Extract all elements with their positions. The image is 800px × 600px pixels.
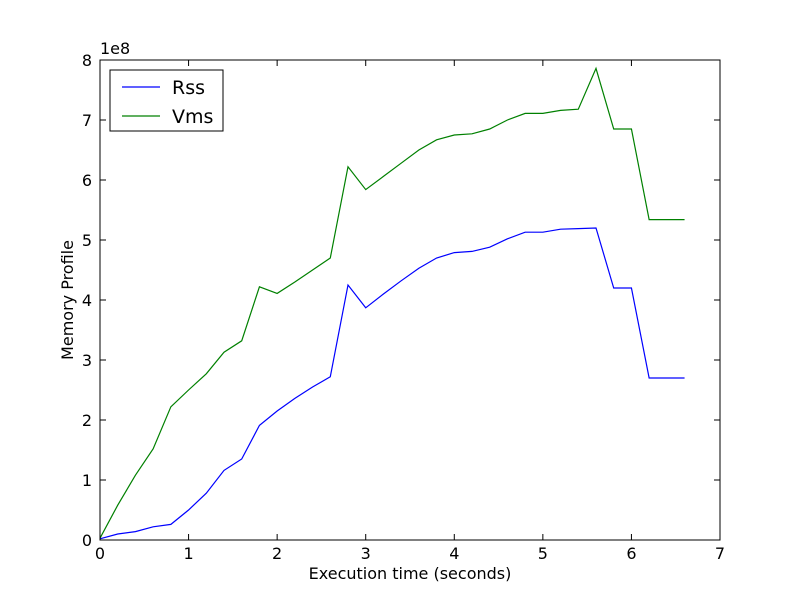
y-tick-label: 3 [82,351,92,370]
x-axis-label: Execution time (seconds) [309,564,512,583]
y-tick-label: 1 [82,471,92,490]
x-tick-label: 1 [183,544,193,563]
plot-frame [99,59,721,541]
legend: Rss Vms [109,69,224,132]
series-layer [99,66,685,540]
x-tick-label: 6 [626,544,636,563]
series-line-vms [99,66,685,539]
y-tick-label: 8 [82,51,92,70]
x-tick-label: 2 [272,544,282,563]
x-tick-label: 7 [715,544,725,563]
x-tick-label: 5 [538,544,548,563]
legend-label-rss: Rss [172,77,205,99]
series-line-rss [99,227,685,540]
x-tick-label: 4 [449,544,459,563]
x-tick-label: 0 [95,544,105,563]
y-tick-label: 5 [82,231,92,250]
y-tick-label: 0 [82,531,92,550]
legend-box [109,69,224,132]
y-tick-label: 2 [82,411,92,430]
y-tick-label: 7 [82,111,92,130]
y-tick-label: 6 [82,171,92,190]
y-tick-label: 4 [82,291,92,310]
y-axis-label: Memory Profile [58,240,77,360]
x-tick-label: 3 [361,544,371,563]
y-axis-multiplier: 1e8 [100,39,130,58]
legend-label-vms: Vms [172,106,213,128]
